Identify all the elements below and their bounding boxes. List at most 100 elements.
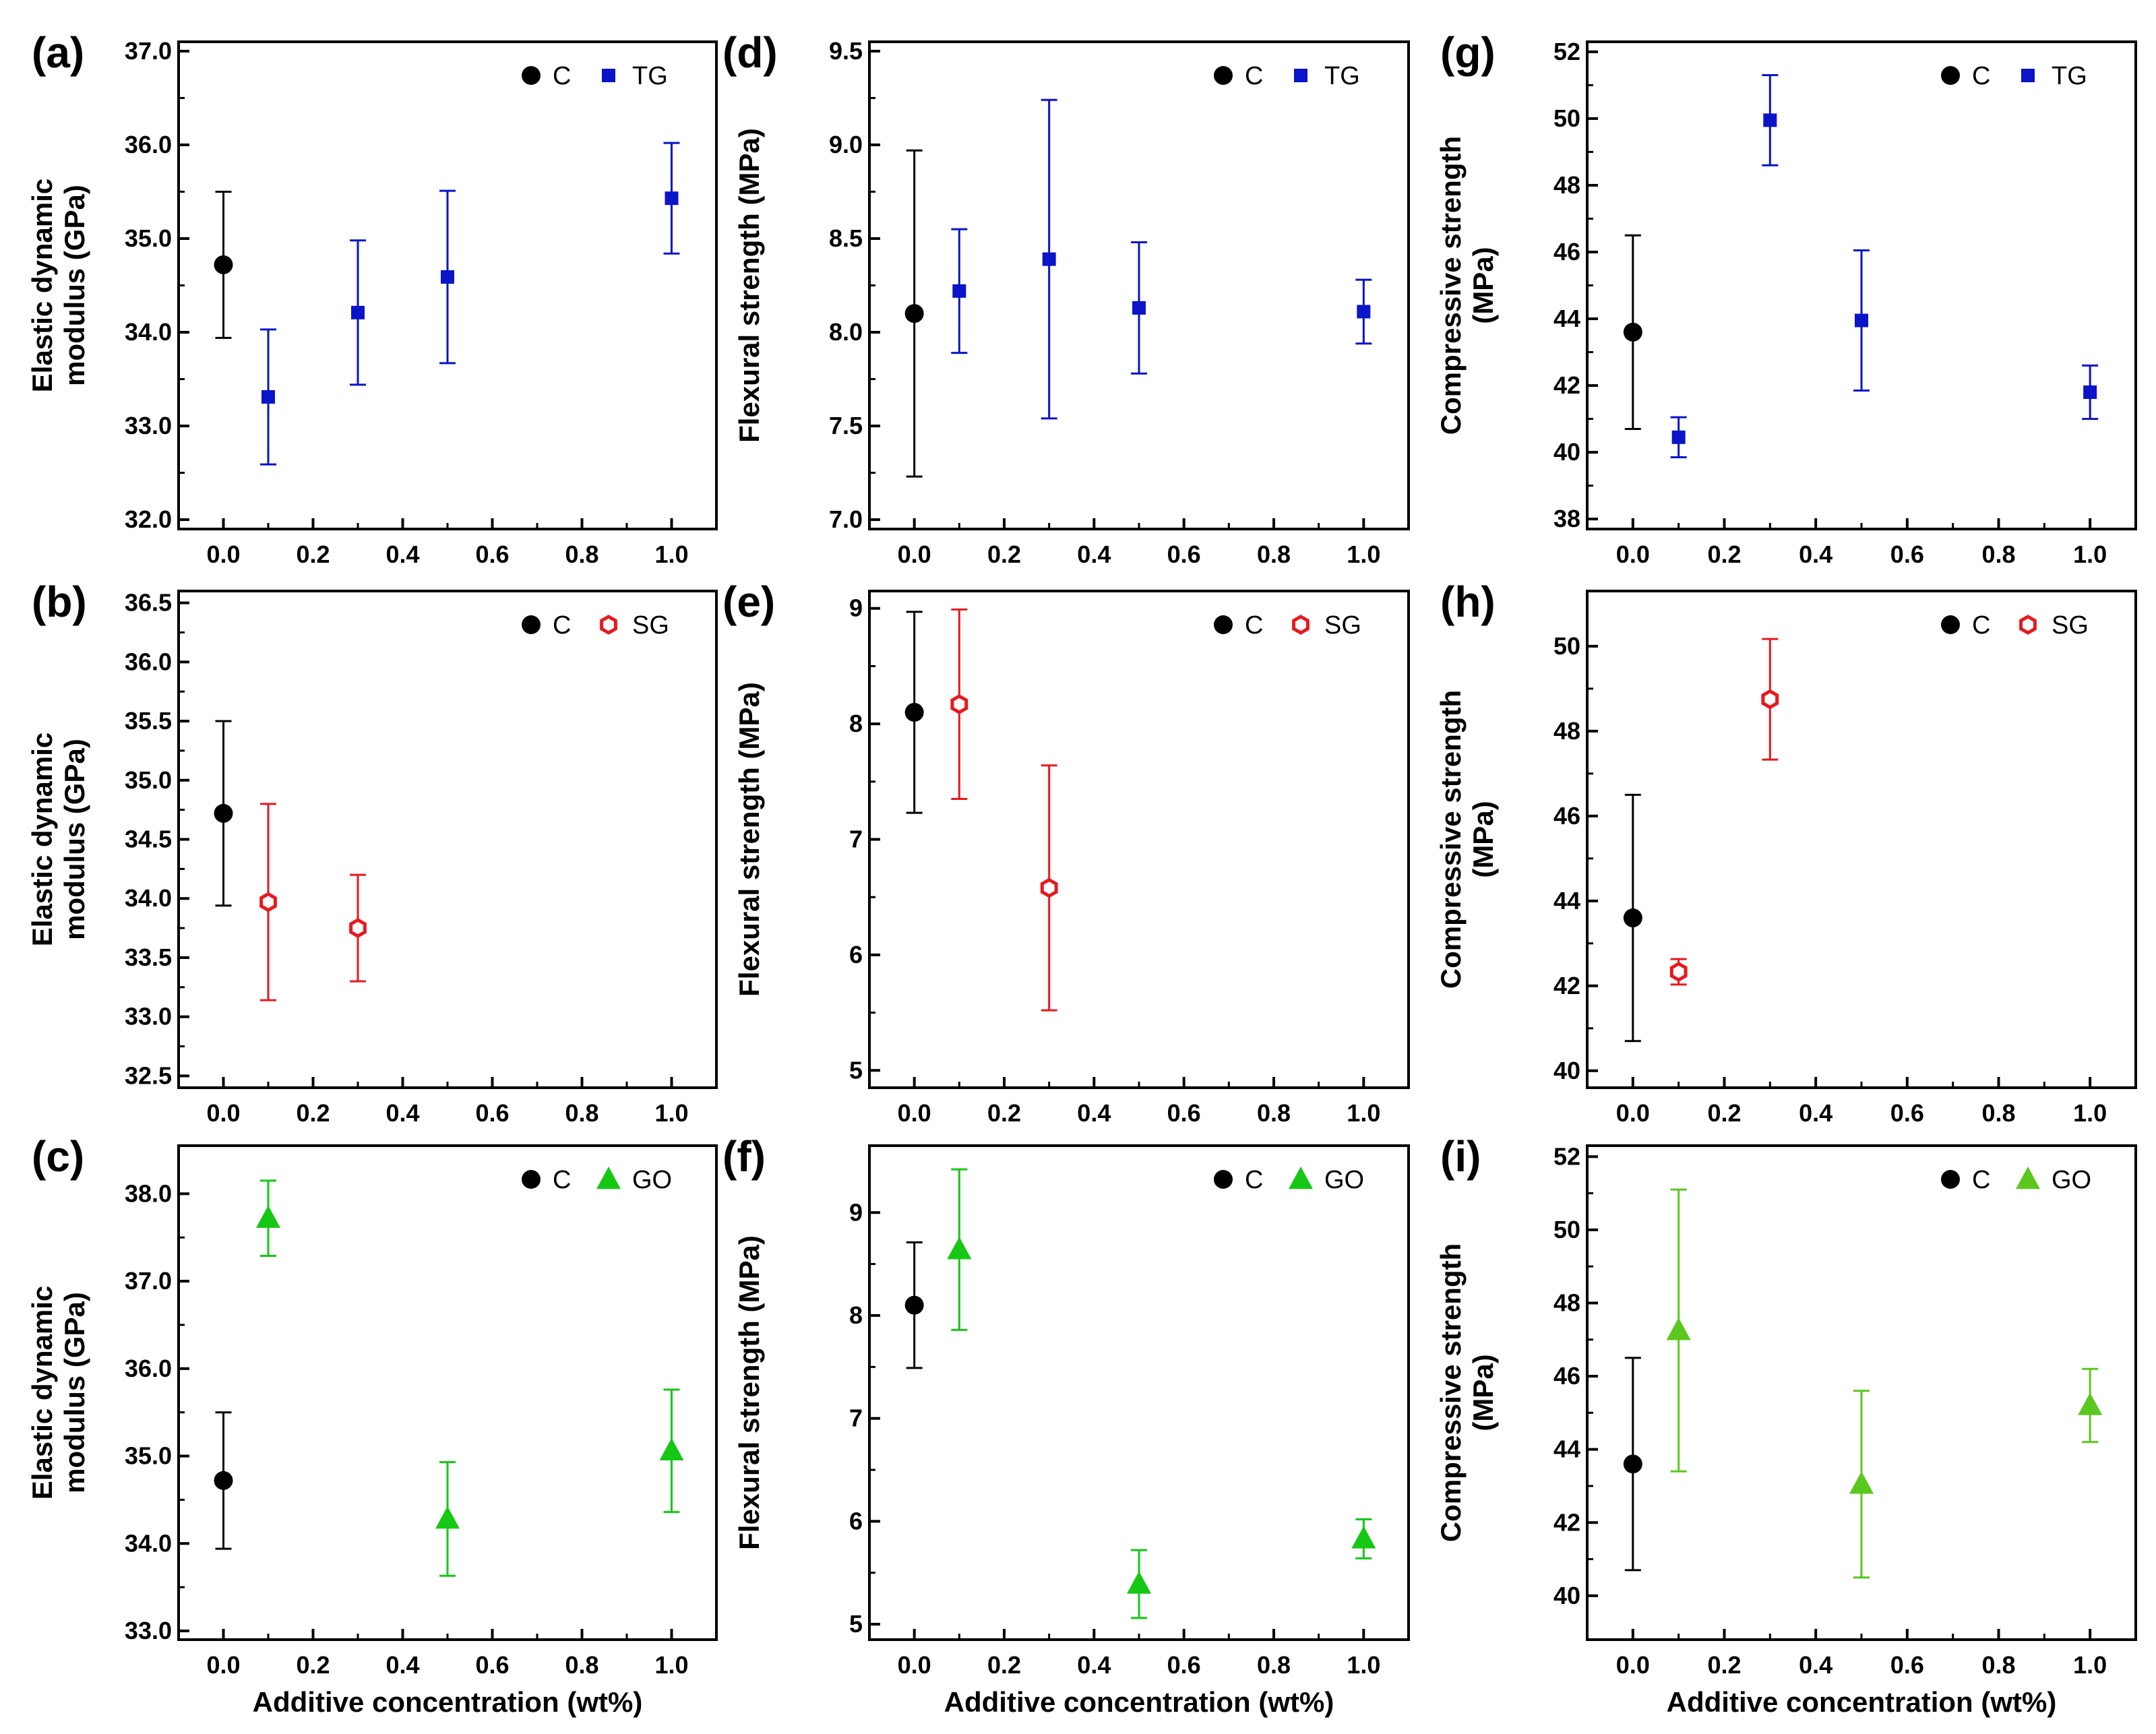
data-point	[1040, 877, 1058, 898]
y-tick-label: 34.0	[125, 1529, 172, 1557]
legend-label-go: GO	[1324, 1166, 1364, 1194]
y-axis-label: Elastic dynamic	[26, 733, 58, 946]
x-tick-label: 0.2	[296, 1099, 330, 1127]
x-tick-label: 0.6	[1167, 1099, 1201, 1127]
x-axis-label: Additive concentration (wt%)	[1667, 1686, 2057, 1718]
x-tick-label: 1.0	[2073, 1651, 2107, 1679]
data-point	[1623, 322, 1642, 342]
y-tick-label: 8	[849, 1301, 863, 1329]
panel-d: 0.0 0.2 0.4 0.6 0.8 1.0 7.0 7.5 8.0 8.5 9.0 9.5 Flex…	[722, 28, 1410, 568]
y-tick-label: 9.5	[829, 37, 863, 65]
data-point	[659, 1437, 684, 1461]
y-axis-label: Compressive strength	[1435, 1243, 1467, 1542]
y-tick-label: 35.0	[125, 1442, 172, 1470]
y-tick-label: 34.0	[125, 884, 172, 912]
x-tick-label: 0.4	[1799, 540, 1832, 568]
y-axis-label: Flexural strength (MPa)	[733, 682, 765, 997]
x-tick-label: 0.6	[475, 1099, 509, 1127]
legend-marker-c	[1214, 66, 1233, 85]
series-c	[904, 611, 924, 814]
series-go	[947, 1168, 1376, 1619]
data-point	[1351, 1526, 1376, 1549]
legend-marker-c	[1941, 615, 1960, 634]
y-tick-label: 44	[1553, 305, 1580, 332]
legend-label-c: C	[1972, 611, 1990, 640]
data-point	[1132, 301, 1146, 315]
y-tick-label: 35.0	[125, 224, 172, 252]
x-axis-label: Additive concentration (wt%)	[253, 1686, 643, 1718]
legend-label-c: C	[1245, 1166, 1263, 1194]
y-tick-label: 34.5	[125, 826, 172, 853]
data-point	[1761, 689, 1779, 710]
y-tick-label: 5	[849, 1056, 863, 1084]
data-point	[256, 1205, 280, 1228]
y-tick-label: 48	[1553, 1289, 1580, 1316]
y-axis-label: Elastic dynamic	[26, 1286, 58, 1499]
data-point	[214, 1470, 233, 1490]
x-tick-label: 0.4	[1077, 1099, 1111, 1127]
series-go	[256, 1179, 684, 1577]
x-tick-label: 0.2	[1707, 540, 1741, 568]
y-tick-label: 33.5	[125, 943, 172, 971]
y-tick-label: 40	[1553, 1057, 1580, 1084]
data-point	[261, 390, 275, 404]
panel-h: 0.0 0.2 0.4 0.6 0.8 1.0 40 42 44 46 48 50 Compressiv…	[1435, 578, 2137, 1127]
x-tick-label: 0.8	[1257, 1651, 1291, 1679]
y-tick-label: 33.0	[125, 1617, 172, 1644]
x-tick-label: 0.8	[1257, 1099, 1291, 1127]
x-tick-label: 1.0	[654, 1651, 688, 1679]
legend-label-sg: SG	[632, 611, 669, 640]
y-tick-label: 38	[1553, 505, 1580, 532]
x-tick-label: 0.8	[1981, 540, 2015, 568]
x-tick-label: 0.0	[898, 1651, 931, 1679]
x-tick-label: 0.4	[386, 540, 419, 568]
data-point	[435, 1506, 460, 1529]
data-point	[904, 702, 924, 722]
legend-label-tg: TG	[1324, 62, 1360, 90]
x-tick-label: 0.2	[987, 540, 1021, 568]
legend-marker-c	[522, 615, 541, 634]
x-tick-label: 0.8	[1981, 1099, 2015, 1127]
legend-marker-c	[522, 1170, 541, 1189]
x-tick-label: 0.6	[1167, 540, 1201, 568]
data-point	[904, 304, 924, 323]
x-axis-label: Additive concentration (wt%)	[944, 1686, 1334, 1718]
panel-letter: (f)	[722, 1132, 766, 1181]
x-tick-label: 1.0	[654, 1099, 688, 1127]
legend-marker-go	[2016, 1167, 2040, 1189]
legend-label-c: C	[553, 62, 571, 90]
legend-marker-sg	[2019, 615, 2037, 635]
data-point	[904, 1295, 924, 1315]
data-point	[1357, 305, 1371, 319]
x-tick-label: 0.2	[296, 540, 330, 568]
y-tick-label: 36.0	[125, 1355, 172, 1382]
y-tick-label: 37.0	[125, 37, 172, 65]
legend-label-c: C	[1972, 1166, 1990, 1194]
series-sg	[950, 608, 1058, 1012]
y-tick-label: 48	[1553, 717, 1580, 745]
y-tick-label: 8	[849, 710, 863, 737]
panel-e: 0.0 0.2 0.4 0.6 0.8 1.0 5 6 7 8 9 Flexural strength…	[722, 578, 1410, 1127]
series-c	[214, 1411, 233, 1550]
x-tick-label: 0.0	[1616, 540, 1650, 568]
series-c	[904, 1241, 924, 1369]
panel-a: 0.0 0.2 0.4 0.6 0.8 1.0 32.0 33.0 34.0 35.0 36.0 37…	[26, 28, 718, 568]
panel-letter: (e)	[722, 578, 775, 626]
y-tick-label: 9	[849, 594, 863, 622]
data-point	[349, 918, 367, 938]
y-axis-label: (MPa)	[1467, 1354, 1499, 1431]
legend-label-go: GO	[2052, 1166, 2091, 1194]
data-point	[1127, 1571, 1151, 1594]
series-sg	[1669, 638, 1779, 986]
x-tick-label: 0.8	[565, 540, 598, 568]
data-point	[1666, 1318, 1691, 1340]
series-c	[1623, 1357, 1642, 1572]
legend-label-c: C	[1972, 62, 1990, 90]
legend-marker-go	[1289, 1167, 1313, 1189]
y-tick-label: 35.5	[125, 707, 172, 735]
data-point	[952, 284, 966, 298]
y-tick-label: 33.0	[125, 412, 172, 439]
y-tick-label: 7.0	[829, 505, 863, 533]
x-tick-label: 0.4	[1799, 1651, 1832, 1679]
x-tick-label: 0.4	[1077, 540, 1111, 568]
